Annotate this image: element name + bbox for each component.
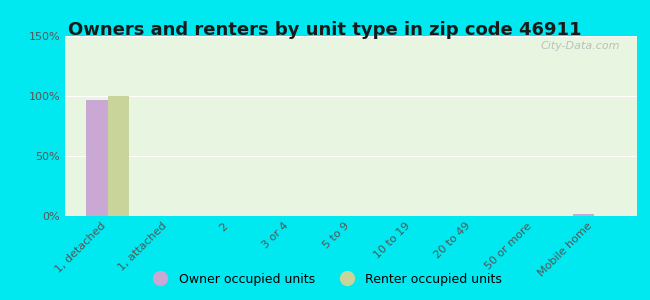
Bar [86,100,108,216]
Bar [573,214,594,216]
Legend: Owner occupied units, Renter occupied units: Owner occupied units, Renter occupied un… [143,268,507,291]
Text: City-Data.com: City-Data.com [540,41,620,51]
Text: Owners and renters by unit type in zip code 46911: Owners and renters by unit type in zip c… [68,21,582,39]
Bar [108,96,129,216]
